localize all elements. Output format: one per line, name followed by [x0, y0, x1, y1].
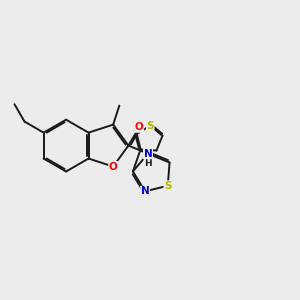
Text: N: N: [144, 149, 152, 159]
Text: N: N: [141, 186, 149, 196]
Text: O: O: [135, 122, 143, 132]
Text: N: N: [144, 149, 152, 159]
Text: S: S: [164, 181, 172, 191]
Text: S: S: [146, 121, 154, 130]
Text: O: O: [109, 161, 118, 172]
Text: H: H: [144, 160, 152, 169]
